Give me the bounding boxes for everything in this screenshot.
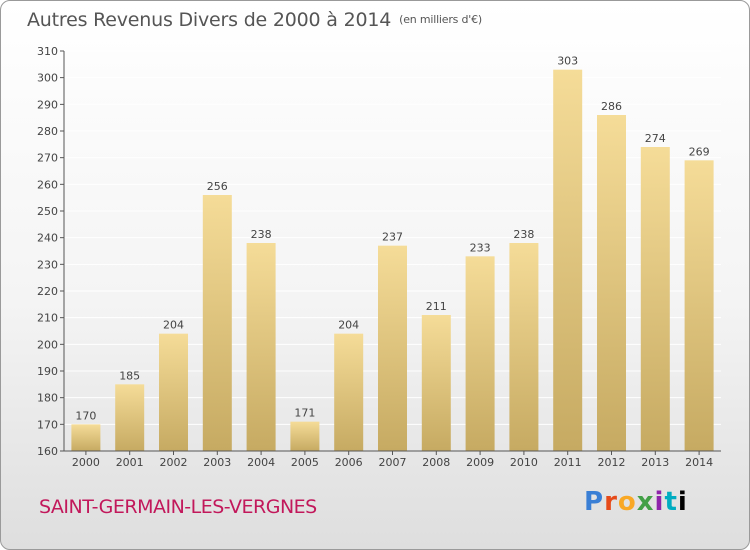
bar: [509, 243, 539, 451]
data-label: 233: [470, 241, 491, 254]
y-tick-label: 220: [37, 285, 58, 298]
bar: [159, 333, 188, 451]
y-tick-label: 250: [37, 205, 58, 218]
proxiti-logo: Proxiti: [584, 487, 688, 517]
title-unit: (en milliers d'€): [399, 13, 483, 26]
x-tick-label: 2011: [554, 456, 582, 469]
x-tick-label: 2007: [379, 456, 407, 469]
title-text: Autres Revenus Divers de 2000 à 2014: [27, 9, 392, 31]
x-tick-label: 2012: [598, 456, 626, 469]
y-tick-label: 310: [37, 45, 58, 58]
x-tick-label: 2003: [203, 456, 231, 469]
y-tick-label: 180: [37, 392, 58, 405]
x-tick-label: 2014: [685, 456, 713, 469]
data-label: 238: [251, 228, 272, 241]
bar: [246, 243, 276, 451]
bar: [421, 315, 451, 451]
axes: 160 170 180 190 200 210 220 230 240 250 260 270 280 2…: [37, 45, 721, 469]
data-label: 185: [119, 369, 140, 382]
data-label: 303: [557, 55, 578, 68]
y-tick-label: 200: [37, 338, 58, 351]
x-tick-label: 2010: [510, 456, 538, 469]
y-tick-label: 160: [37, 445, 58, 458]
data-label: 211: [426, 300, 447, 313]
data-label: 204: [338, 319, 359, 332]
y-tick-label: 240: [37, 232, 58, 245]
y-tick-label: 260: [37, 178, 58, 191]
y-tick-label: 190: [37, 365, 58, 378]
y-tick-label: 300: [37, 72, 58, 85]
bar: [597, 115, 626, 451]
x-tick-label: 2002: [160, 456, 188, 469]
labels: 170 185 204 256 238 171 204 237 211 233 238 303 286 2…: [75, 55, 709, 423]
y-tick-label: 270: [37, 152, 58, 165]
y-tick-label: 230: [37, 258, 58, 271]
bar: [334, 333, 364, 451]
data-label: 204: [163, 319, 184, 332]
data-label: 170: [75, 409, 96, 422]
bar: [640, 147, 670, 451]
data-label: 269: [689, 145, 710, 158]
x-tick-label: 2001: [116, 456, 144, 469]
x-tick-label: 2004: [247, 456, 275, 469]
bar: [71, 424, 101, 451]
y-tick-label: 290: [37, 98, 58, 111]
x-tick-label: 2009: [466, 456, 494, 469]
bar: [378, 245, 407, 451]
data-label: 237: [382, 231, 403, 244]
data-label: 171: [294, 407, 315, 420]
data-label: 256: [207, 180, 228, 193]
bar: [115, 384, 145, 451]
x-tick-label: 2008: [422, 456, 450, 469]
data-label: 286: [601, 100, 622, 113]
chart-title: Autres Revenus Divers de 2000 à 2014 (en …: [27, 9, 482, 31]
data-label: 274: [645, 132, 666, 145]
x-tick-label: 2000: [72, 456, 100, 469]
x-tick-label: 2013: [641, 456, 669, 469]
bar: [465, 256, 495, 451]
data-label: 238: [513, 228, 534, 241]
bar: [684, 160, 714, 452]
y-tick-label: 170: [37, 418, 58, 431]
bars: [71, 69, 714, 452]
bar: [202, 195, 232, 451]
bar: [553, 69, 583, 452]
x-tick-label: 2006: [335, 456, 363, 469]
bar: [290, 421, 320, 451]
x-tick-label: 2005: [291, 456, 319, 469]
commune-name: SAINT-GERMAIN-LES-VERGNES: [39, 496, 317, 518]
y-tick-label: 210: [37, 312, 58, 325]
y-tick-label: 280: [37, 125, 58, 138]
